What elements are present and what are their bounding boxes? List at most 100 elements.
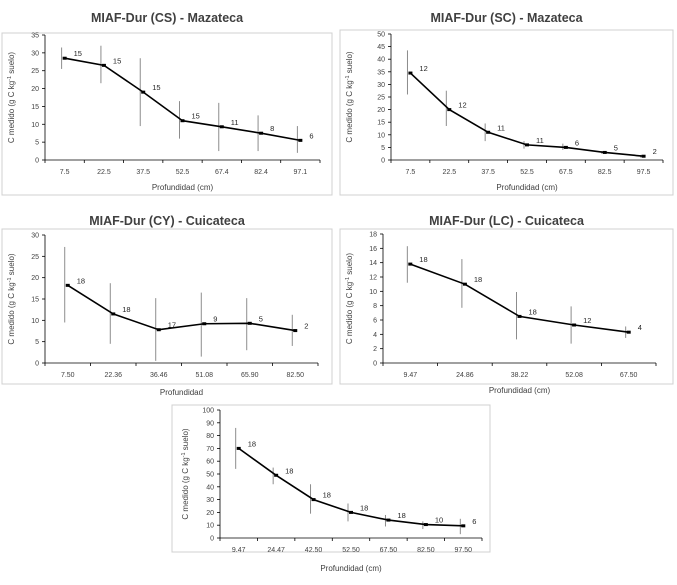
x-tick-label: 7.5 (406, 169, 416, 176)
n-label: 12 (419, 64, 427, 73)
n-label: 6 (472, 517, 476, 526)
series-line (410, 263, 629, 333)
data-point (462, 282, 467, 286)
x-tick-label: 37.5 (481, 169, 495, 176)
x-tick-label: 82.4 (254, 169, 268, 176)
chart-frame (171, 404, 491, 553)
n-label: 11 (536, 136, 544, 145)
x-tick-label: 24.86 (456, 372, 474, 379)
chart-title: MIAF-Dur (LC) - Cuicateca (429, 214, 585, 228)
data-point (408, 71, 413, 75)
y-tick-label: 5 (381, 145, 385, 152)
y-tick-label: 80 (206, 433, 214, 440)
y-tick-label: 0 (381, 158, 385, 165)
x-tick-label: 9.47 (403, 372, 417, 379)
y-tick-label: 35 (31, 33, 39, 40)
y-tick-label: 20 (31, 86, 39, 93)
n-label: 4 (638, 323, 642, 332)
y-axis-label-unit: suelo) (181, 428, 190, 452)
data-point (641, 154, 646, 158)
y-tick-label: 20 (31, 275, 39, 282)
n-label: 2 (653, 147, 657, 156)
n-label: 18 (474, 275, 482, 284)
chart-title: MIAF-Dur (CS) - Mazateca (91, 11, 244, 25)
data-point (236, 446, 241, 450)
y-tick-label: 10 (369, 289, 377, 296)
y-axis-label-main: C medido (g C kg (7, 282, 16, 344)
n-label: 6 (309, 131, 313, 140)
y-tick-label: 8 (373, 303, 377, 310)
n-label: 18 (397, 511, 405, 520)
n-label: 18 (360, 503, 368, 512)
data-point (517, 314, 522, 318)
data-point (219, 125, 224, 129)
y-tick-label: 35 (377, 69, 385, 76)
data-point (180, 119, 185, 123)
y-tick-label: 6 (373, 318, 377, 325)
data-point (101, 63, 106, 67)
x-tick-label: 24.47 (267, 547, 285, 554)
data-point (298, 138, 303, 142)
y-tick-label: 30 (206, 497, 214, 504)
series-line (64, 57, 301, 142)
n-label: 18 (248, 439, 256, 448)
n-label: 15 (192, 112, 200, 121)
data-point (141, 90, 146, 94)
x-axis-label: Profundidad (cm) (496, 183, 558, 192)
y-tick-label: 10 (31, 122, 39, 129)
n-label: 18 (122, 305, 130, 314)
x-tick-label: 22.5 (442, 169, 456, 176)
x-tick-label: 52.50 (342, 547, 360, 554)
y-axis-label-main: C medido (g C kg (181, 457, 190, 519)
y-tick-label: 70 (206, 446, 214, 453)
y-axis-label-unit: suelo) (7, 253, 16, 277)
data-point (486, 130, 491, 134)
series-line (238, 447, 464, 527)
y-tick-label: 50 (206, 472, 214, 479)
y-tick-label: 10 (377, 132, 385, 139)
chart-sc-mazateca: MIAF-Dur (SC) - Mazateca0510152025303540… (339, 11, 674, 196)
n-label: 10 (435, 516, 443, 525)
x-tick-label: 52.5 (176, 169, 190, 176)
x-tick-label: 22.5 (97, 169, 111, 176)
y-tick-label: 16 (369, 246, 377, 253)
y-tick-label: 100 (202, 408, 214, 415)
data-point (247, 321, 252, 325)
y-tick-label: 0 (373, 361, 377, 368)
y-tick-label: 25 (31, 254, 39, 261)
chart-lc-cuicateca: MIAF-Dur (LC) - Cuicateca 0 2 4 6 8 10 12 14 16 18… (339, 214, 674, 395)
x-tick-label: 97.5 (637, 169, 651, 176)
x-tick-label: 51.08 (195, 372, 213, 379)
n-label: 18 (419, 255, 427, 264)
data-point (65, 283, 70, 287)
x-tick-label: 65.90 (241, 372, 259, 379)
y-axis-label-superscript: -1 (181, 452, 187, 457)
n-label: 18 (323, 491, 331, 500)
y-tick-label: 10 (31, 318, 39, 325)
data-point (602, 150, 607, 154)
data-point (202, 322, 207, 326)
x-tick-label: 36.46 (150, 372, 168, 379)
n-label: 6 (575, 138, 579, 147)
n-label: 9 (213, 315, 217, 324)
n-label: 15 (74, 49, 82, 58)
y-tick-label: 18 (369, 232, 377, 239)
y-tick-label: 15 (31, 297, 39, 304)
x-tick-label: 97.1 (294, 169, 308, 176)
y-axis-label-unit: suelo) (345, 51, 354, 75)
n-label: 12 (458, 101, 466, 110)
data-point (293, 329, 298, 333)
y-axis-label-unit: suelo) (345, 253, 354, 277)
x-tick-label: 22.36 (104, 372, 122, 379)
y-axis-label: C medido (g C kg-1 suelo) (345, 51, 354, 142)
chart-frame (1, 32, 333, 196)
n-label: 11 (497, 123, 505, 132)
chart-frame (1, 228, 333, 385)
y-tick-label: 30 (377, 82, 385, 89)
chart-title: MIAF-Dur (CY) - Cuicateca (89, 214, 246, 228)
data-point (626, 330, 631, 334)
y-axis-label-main: C medido (g C kg (345, 282, 354, 344)
y-axis-label-main: C medido (g C kg (7, 81, 16, 143)
y-axis-label: C medido (g C kg-1 suelo) (181, 428, 190, 519)
n-label: 15 (113, 56, 121, 65)
